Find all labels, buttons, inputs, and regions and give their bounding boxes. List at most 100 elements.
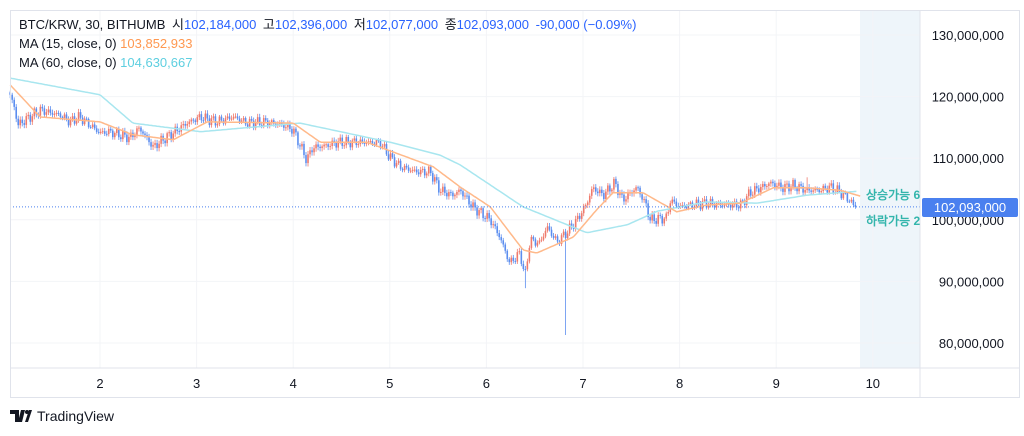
candle bbox=[488, 210, 490, 222]
candle-body bbox=[299, 145, 301, 147]
candle-body bbox=[345, 136, 348, 146]
candle bbox=[446, 189, 448, 200]
candle-body bbox=[751, 194, 754, 196]
tradingview-brand: TradingView bbox=[37, 408, 115, 424]
candle-body bbox=[93, 124, 96, 129]
candle bbox=[671, 196, 674, 206]
candle bbox=[440, 188, 442, 196]
chart-legend: BTC/KRW, 30, BITHUMB 시102,184,000 고102,3… bbox=[19, 15, 636, 72]
candle bbox=[202, 116, 205, 124]
candle bbox=[321, 144, 323, 152]
ma60-line bbox=[10, 77, 857, 234]
candle-body bbox=[15, 106, 17, 119]
candle bbox=[188, 119, 191, 128]
candle bbox=[160, 133, 162, 148]
candle-body bbox=[590, 189, 593, 196]
candle bbox=[361, 136, 364, 145]
candle bbox=[665, 211, 668, 222]
candle-body bbox=[584, 204, 587, 206]
candle bbox=[49, 106, 52, 116]
candle-body bbox=[228, 116, 231, 120]
candle-body bbox=[510, 257, 513, 263]
candle bbox=[170, 129, 172, 143]
candle-body bbox=[490, 218, 492, 226]
high-value: 102,396,000 bbox=[274, 17, 348, 32]
candle-body bbox=[846, 193, 849, 202]
candle-body bbox=[627, 192, 629, 200]
candle bbox=[415, 166, 418, 175]
candle-body bbox=[174, 126, 176, 134]
candle-body bbox=[283, 123, 285, 128]
candle-body bbox=[124, 131, 126, 135]
candle-body bbox=[659, 214, 661, 216]
candle bbox=[385, 140, 388, 157]
candle-body bbox=[116, 128, 118, 133]
x-tick-label: 10 bbox=[866, 376, 880, 391]
candle-body bbox=[546, 226, 549, 231]
candle-body bbox=[766, 185, 768, 187]
signal-up-label: 상승가능 65 bbox=[866, 188, 920, 202]
candle-body bbox=[810, 190, 812, 192]
candle-body bbox=[762, 183, 764, 187]
candle bbox=[597, 188, 599, 197]
candle-body bbox=[592, 187, 595, 190]
candle-body bbox=[91, 124, 94, 128]
x-tick-label: 6 bbox=[483, 376, 490, 391]
candle-body bbox=[520, 251, 523, 264]
candle bbox=[770, 179, 772, 187]
candle-body bbox=[518, 251, 521, 253]
candle-body bbox=[142, 131, 144, 134]
candle-body bbox=[494, 224, 496, 227]
candle-body bbox=[609, 185, 611, 192]
candle bbox=[309, 146, 311, 158]
y-tick-label: 110,000,000 bbox=[933, 151, 1004, 166]
close-value: 102,093,000 bbox=[456, 17, 529, 32]
candle-body bbox=[327, 144, 329, 147]
candle-body bbox=[586, 202, 589, 205]
candle-body bbox=[160, 135, 162, 144]
x-tick-label: 7 bbox=[579, 376, 586, 391]
candle-body bbox=[395, 163, 398, 167]
candle bbox=[659, 212, 661, 219]
candle-body bbox=[446, 192, 448, 197]
x-tick-label: 4 bbox=[290, 376, 297, 391]
candle bbox=[29, 112, 32, 125]
candle-body bbox=[95, 128, 98, 132]
candle bbox=[560, 233, 563, 247]
candle-body bbox=[625, 199, 627, 202]
candle bbox=[528, 245, 531, 264]
candle-body bbox=[31, 116, 34, 122]
price-axis[interactable]: 130,000,000120,000,000110,000,000100,000… bbox=[932, 28, 1004, 351]
candle-body bbox=[184, 124, 187, 126]
candle bbox=[643, 196, 645, 203]
candle-body bbox=[588, 195, 591, 203]
candle-body bbox=[755, 186, 758, 189]
candle-body bbox=[309, 150, 311, 155]
ohlc-row: BTC/KRW, 30, BITHUMB 시102,184,000 고102,3… bbox=[19, 15, 636, 34]
candle bbox=[387, 150, 390, 162]
ma15-row[interactable]: MA (15, close, 0) 103,852,933 bbox=[19, 34, 636, 53]
candle bbox=[111, 128, 114, 140]
candle bbox=[293, 126, 295, 137]
tradingview-logo[interactable]: TradingView bbox=[10, 408, 114, 424]
candle-body bbox=[480, 208, 482, 211]
time-axis[interactable]: 2 3 4 5 6 7 8 9 10 bbox=[96, 376, 880, 391]
y-tick-label: 90,000,000 bbox=[939, 274, 1004, 289]
ma60-row[interactable]: MA (60, close, 0) 104,630,667 bbox=[19, 53, 636, 72]
candle bbox=[242, 115, 245, 123]
candle-body bbox=[651, 214, 653, 221]
open-value: 102,184,000 bbox=[184, 17, 257, 32]
candle bbox=[343, 142, 346, 149]
candle-body bbox=[238, 118, 241, 123]
candle-body bbox=[776, 185, 778, 187]
candle bbox=[168, 130, 170, 137]
candle-body bbox=[105, 133, 108, 135]
candle bbox=[450, 189, 452, 196]
candle bbox=[417, 169, 420, 177]
candle bbox=[802, 182, 804, 196]
chart-frame bbox=[10, 10, 1020, 398]
symbol-label[interactable]: BTC/KRW, 30, BITHUMB bbox=[19, 17, 166, 32]
y-tick-label: 130,000,000 bbox=[932, 28, 1004, 43]
candle bbox=[661, 213, 664, 227]
